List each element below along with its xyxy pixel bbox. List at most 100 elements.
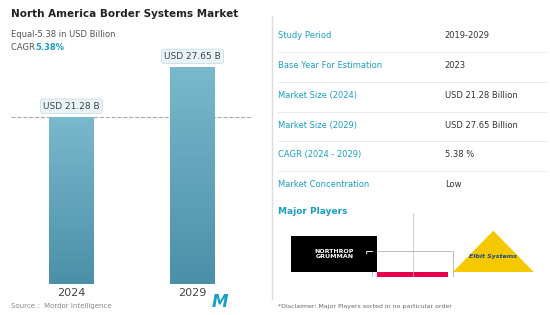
Bar: [48, 281, 95, 284]
Bar: [169, 247, 216, 251]
Bar: [48, 200, 95, 203]
Bar: [169, 74, 216, 78]
Bar: [48, 209, 95, 211]
Bar: [169, 164, 216, 168]
Bar: [169, 78, 216, 82]
Bar: [48, 142, 95, 145]
Bar: [48, 125, 95, 128]
Bar: [48, 264, 95, 267]
Bar: [169, 190, 216, 193]
Text: M: M: [212, 293, 228, 312]
Bar: [169, 67, 216, 71]
Bar: [48, 270, 95, 272]
Bar: [169, 240, 216, 244]
Bar: [169, 157, 216, 161]
Bar: [48, 220, 95, 222]
Bar: [48, 256, 95, 259]
Bar: [169, 129, 216, 132]
Bar: [169, 121, 216, 125]
Text: Market Concentration: Market Concentration: [278, 180, 369, 189]
Bar: [169, 82, 216, 85]
Bar: [48, 214, 95, 217]
Bar: [48, 228, 95, 231]
Text: USD 27.65 Billion: USD 27.65 Billion: [445, 121, 518, 129]
Bar: [48, 175, 95, 178]
Polygon shape: [453, 231, 534, 272]
Bar: [169, 262, 216, 266]
Bar: [48, 203, 95, 206]
Text: Market Size (2024): Market Size (2024): [278, 91, 357, 100]
Bar: [48, 233, 95, 236]
Bar: [169, 197, 216, 201]
Bar: [48, 245, 95, 247]
Text: Study Period: Study Period: [278, 32, 331, 40]
Bar: [169, 280, 216, 284]
Bar: [169, 276, 216, 280]
Text: USD 21.28 B: USD 21.28 B: [43, 102, 100, 111]
Bar: [169, 139, 216, 143]
Bar: [169, 92, 216, 96]
Bar: [48, 225, 95, 228]
Bar: [48, 247, 95, 250]
Bar: [48, 231, 95, 233]
Bar: [169, 85, 216, 89]
Text: 2019-2029: 2019-2029: [445, 32, 490, 40]
Bar: [48, 139, 95, 142]
Bar: [48, 186, 95, 189]
Text: CAGR: CAGR: [11, 43, 37, 52]
Bar: [48, 192, 95, 195]
Bar: [48, 184, 95, 186]
Text: BAE SYSTEMS: BAE SYSTEMS: [385, 283, 440, 289]
Bar: [169, 201, 216, 204]
Bar: [48, 150, 95, 153]
Bar: [169, 110, 216, 114]
Text: Market Size (2029): Market Size (2029): [278, 121, 357, 129]
Bar: [48, 128, 95, 131]
Bar: [169, 100, 216, 103]
Text: 2023: 2023: [445, 61, 466, 70]
Bar: [48, 136, 95, 139]
Text: CAGR (2024 - 2029): CAGR (2024 - 2029): [278, 150, 361, 159]
Bar: [169, 168, 216, 172]
Bar: [48, 211, 95, 214]
Bar: [169, 114, 216, 117]
Bar: [169, 266, 216, 269]
Text: Major Players: Major Players: [278, 208, 347, 216]
Text: Equal-5.38 in USD Billion: Equal-5.38 in USD Billion: [11, 30, 116, 39]
Bar: [48, 145, 95, 147]
Bar: [48, 158, 95, 161]
Bar: [48, 134, 95, 136]
Bar: [169, 132, 216, 136]
Bar: [169, 258, 216, 262]
Bar: [48, 253, 95, 256]
Bar: [48, 217, 95, 220]
Text: 5.38 %: 5.38 %: [445, 150, 474, 159]
Bar: [48, 275, 95, 278]
Bar: [48, 259, 95, 261]
Bar: [48, 172, 95, 175]
Bar: [48, 189, 95, 192]
Bar: [48, 239, 95, 242]
Bar: [48, 156, 95, 158]
Bar: [169, 204, 216, 208]
Bar: [169, 208, 216, 211]
Bar: [48, 181, 95, 184]
Bar: [169, 172, 216, 175]
Bar: [48, 167, 95, 170]
Bar: [48, 272, 95, 275]
Text: Base Year For Estimation: Base Year For Estimation: [278, 61, 382, 70]
Bar: [169, 96, 216, 100]
FancyBboxPatch shape: [377, 272, 448, 301]
Bar: [169, 175, 216, 179]
Bar: [169, 161, 216, 164]
Bar: [169, 233, 216, 237]
Bar: [169, 179, 216, 182]
Bar: [169, 71, 216, 74]
Bar: [169, 89, 216, 92]
Bar: [169, 244, 216, 247]
Text: USD 27.65 B: USD 27.65 B: [164, 52, 221, 61]
Bar: [169, 226, 216, 229]
Bar: [48, 164, 95, 167]
Bar: [48, 161, 95, 164]
Bar: [48, 261, 95, 264]
